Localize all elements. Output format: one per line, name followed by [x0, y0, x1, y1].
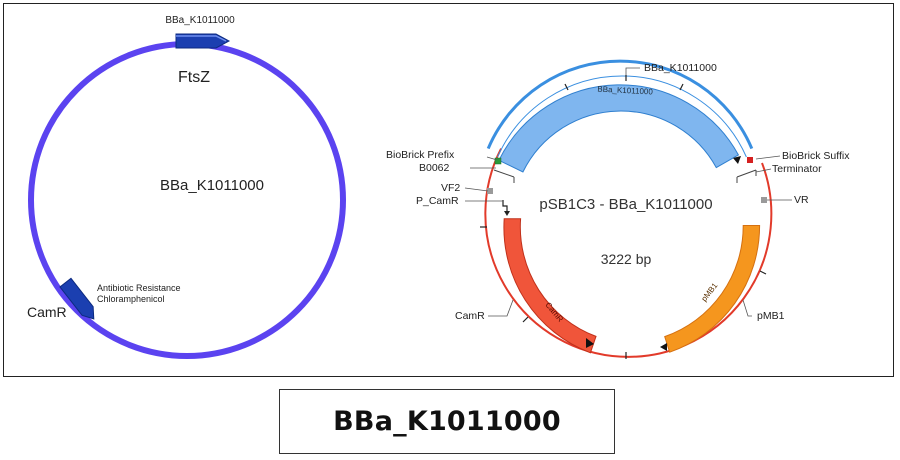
- insert-feature-arc: [498, 84, 740, 173]
- vf2-label: VF2: [441, 182, 460, 194]
- pmb1-feature-arc: [664, 225, 761, 353]
- left-center-label: BBa_K1011000: [160, 177, 264, 194]
- b0062-marker: [494, 157, 502, 165]
- p-camr-label: P_CamR: [416, 195, 459, 207]
- insert-inner-ring: [497, 75, 747, 158]
- terminator-label: Terminator: [772, 163, 822, 175]
- suffix-marker: [747, 157, 753, 163]
- insert-top-label: BBa_K1011000: [644, 62, 717, 74]
- camr-label: CamR: [27, 304, 67, 320]
- right-map-title: pSB1C3 - BBa_K1011000: [539, 196, 712, 213]
- left-top-label: BBa_K1011000: [165, 15, 235, 26]
- camr-feature-arrow: [59, 277, 95, 320]
- vr-label: VR: [794, 194, 809, 206]
- ftsz-feature-highlight: [176, 35, 227, 42]
- plasmid-maps-diagram: BBa_K1011000 FtsZ BBa_K1011000 Antibioti…: [27, 15, 850, 359]
- chloramphenicol-label: Chloramphenicol: [97, 294, 165, 304]
- backbone-ring: [484, 148, 773, 358]
- prefix-symbol: [493, 169, 515, 183]
- biobrick-suffix-label: BioBrick Suffix: [782, 150, 850, 162]
- insert-inner-label: BBa_K1011000: [597, 85, 653, 97]
- ftsz-feature-arrow: [175, 33, 231, 49]
- camr-feature-arrowhead: [586, 338, 594, 348]
- right-map-size: 3222 bp: [601, 251, 652, 267]
- vr-marker: [761, 197, 767, 203]
- vf2-marker: [487, 188, 493, 194]
- figure-frame: [3, 3, 894, 377]
- left-plasmid-map: BBa_K1011000 FtsZ BBa_K1011000 Antibioti…: [27, 15, 346, 359]
- leader-lines: [464, 67, 792, 317]
- insert-feature-arrowhead: [733, 156, 741, 164]
- antibiotic-resistance-label: Antibiotic Resistance: [97, 283, 181, 293]
- ring-ticks: [480, 75, 767, 359]
- b0062-label: B0062: [419, 162, 450, 174]
- biobrick-prefix-label: BioBrick Prefix: [386, 149, 455, 161]
- p-camr-promoter: [502, 200, 508, 213]
- caption-box: BBa_K1011000: [279, 389, 615, 454]
- pmb1-outer-label: pMB1: [757, 310, 785, 322]
- right-plasmid-map: BBa_K1011000 BioBrick Prefix B0062 VF2 P…: [386, 59, 850, 359]
- camr-outer-label: CamR: [455, 310, 485, 322]
- caption-text: BBa_K1011000: [333, 406, 561, 437]
- insert-ring: [486, 59, 754, 150]
- p-camr-promoter-head: [504, 211, 510, 216]
- ftsz-label: FtsZ: [178, 69, 210, 86]
- pmb1-feature-arrowhead: [660, 343, 667, 351]
- terminator-symbol: [736, 169, 757, 183]
